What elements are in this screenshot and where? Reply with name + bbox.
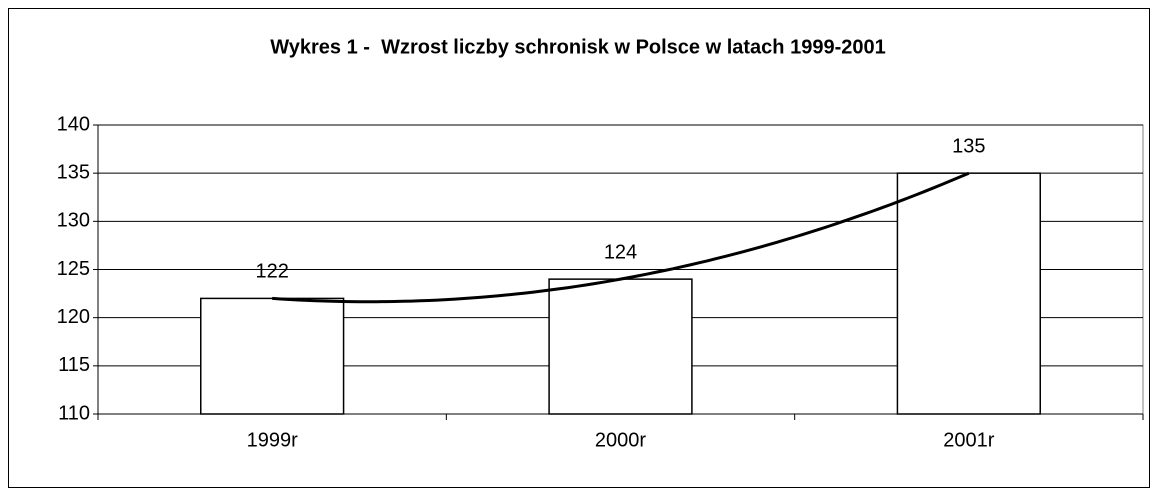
x-tick-label: 1999r	[247, 429, 298, 451]
y-tick-label: 115	[58, 354, 90, 376]
data-label: 122	[255, 261, 288, 283]
y-tick-label: 140	[57, 113, 90, 135]
y-tick-label: 110	[58, 402, 90, 424]
trendline	[272, 171, 970, 304]
x-tick-label: 2001r	[943, 429, 994, 451]
chart-title: Wykres 1 - Wzrost liczby schronisk w Pol…	[270, 36, 885, 58]
x-tick-label: 2000r	[595, 429, 646, 451]
bar	[896, 172, 1041, 415]
data-label: 135	[952, 135, 985, 157]
y-tick-label: 125	[57, 258, 90, 280]
y-tick-label: 135	[57, 161, 90, 183]
data-label: 124	[604, 241, 637, 263]
y-tick-label: 130	[57, 210, 90, 232]
bar	[548, 278, 693, 415]
y-tick-label: 120	[57, 306, 90, 328]
bar	[200, 297, 345, 415]
